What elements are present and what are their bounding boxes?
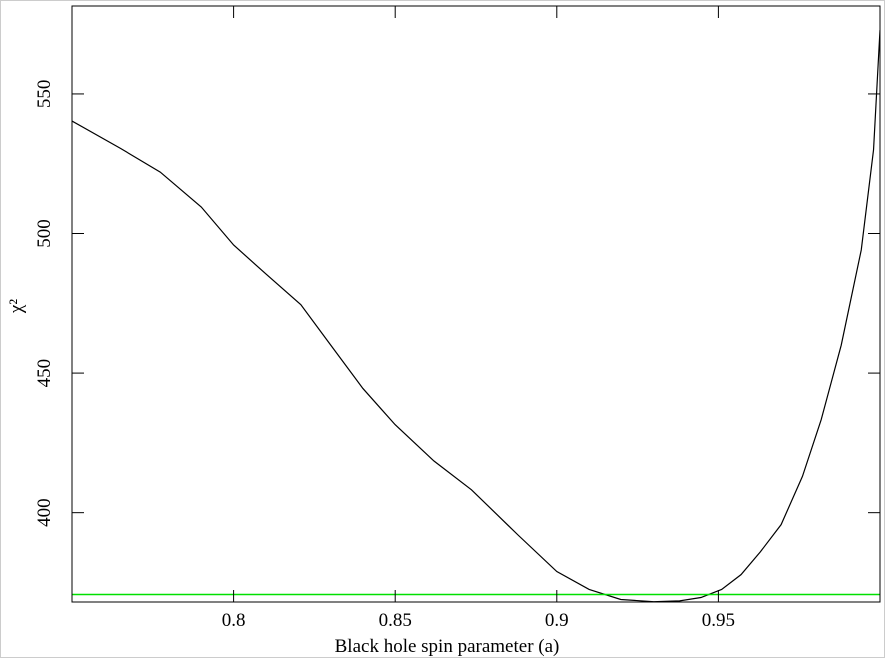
y-tick-label: 500 (34, 219, 55, 248)
y-axis-label: χ² (6, 299, 27, 314)
data-line (72, 29, 880, 602)
x-tick-label: 0.8 (222, 610, 246, 631)
x-axis-label: Black hole spin parameter (a) (335, 636, 560, 657)
plot-frame (71, 5, 881, 603)
y-tick-label: 450 (34, 359, 55, 388)
x-tick-label: 0.85 (379, 610, 412, 631)
x-tick-label: 0.95 (702, 610, 735, 631)
x-tick-label: 0.9 (545, 610, 569, 631)
y-tick-label: 550 (34, 80, 55, 109)
y-tick-label: 400 (34, 498, 55, 527)
